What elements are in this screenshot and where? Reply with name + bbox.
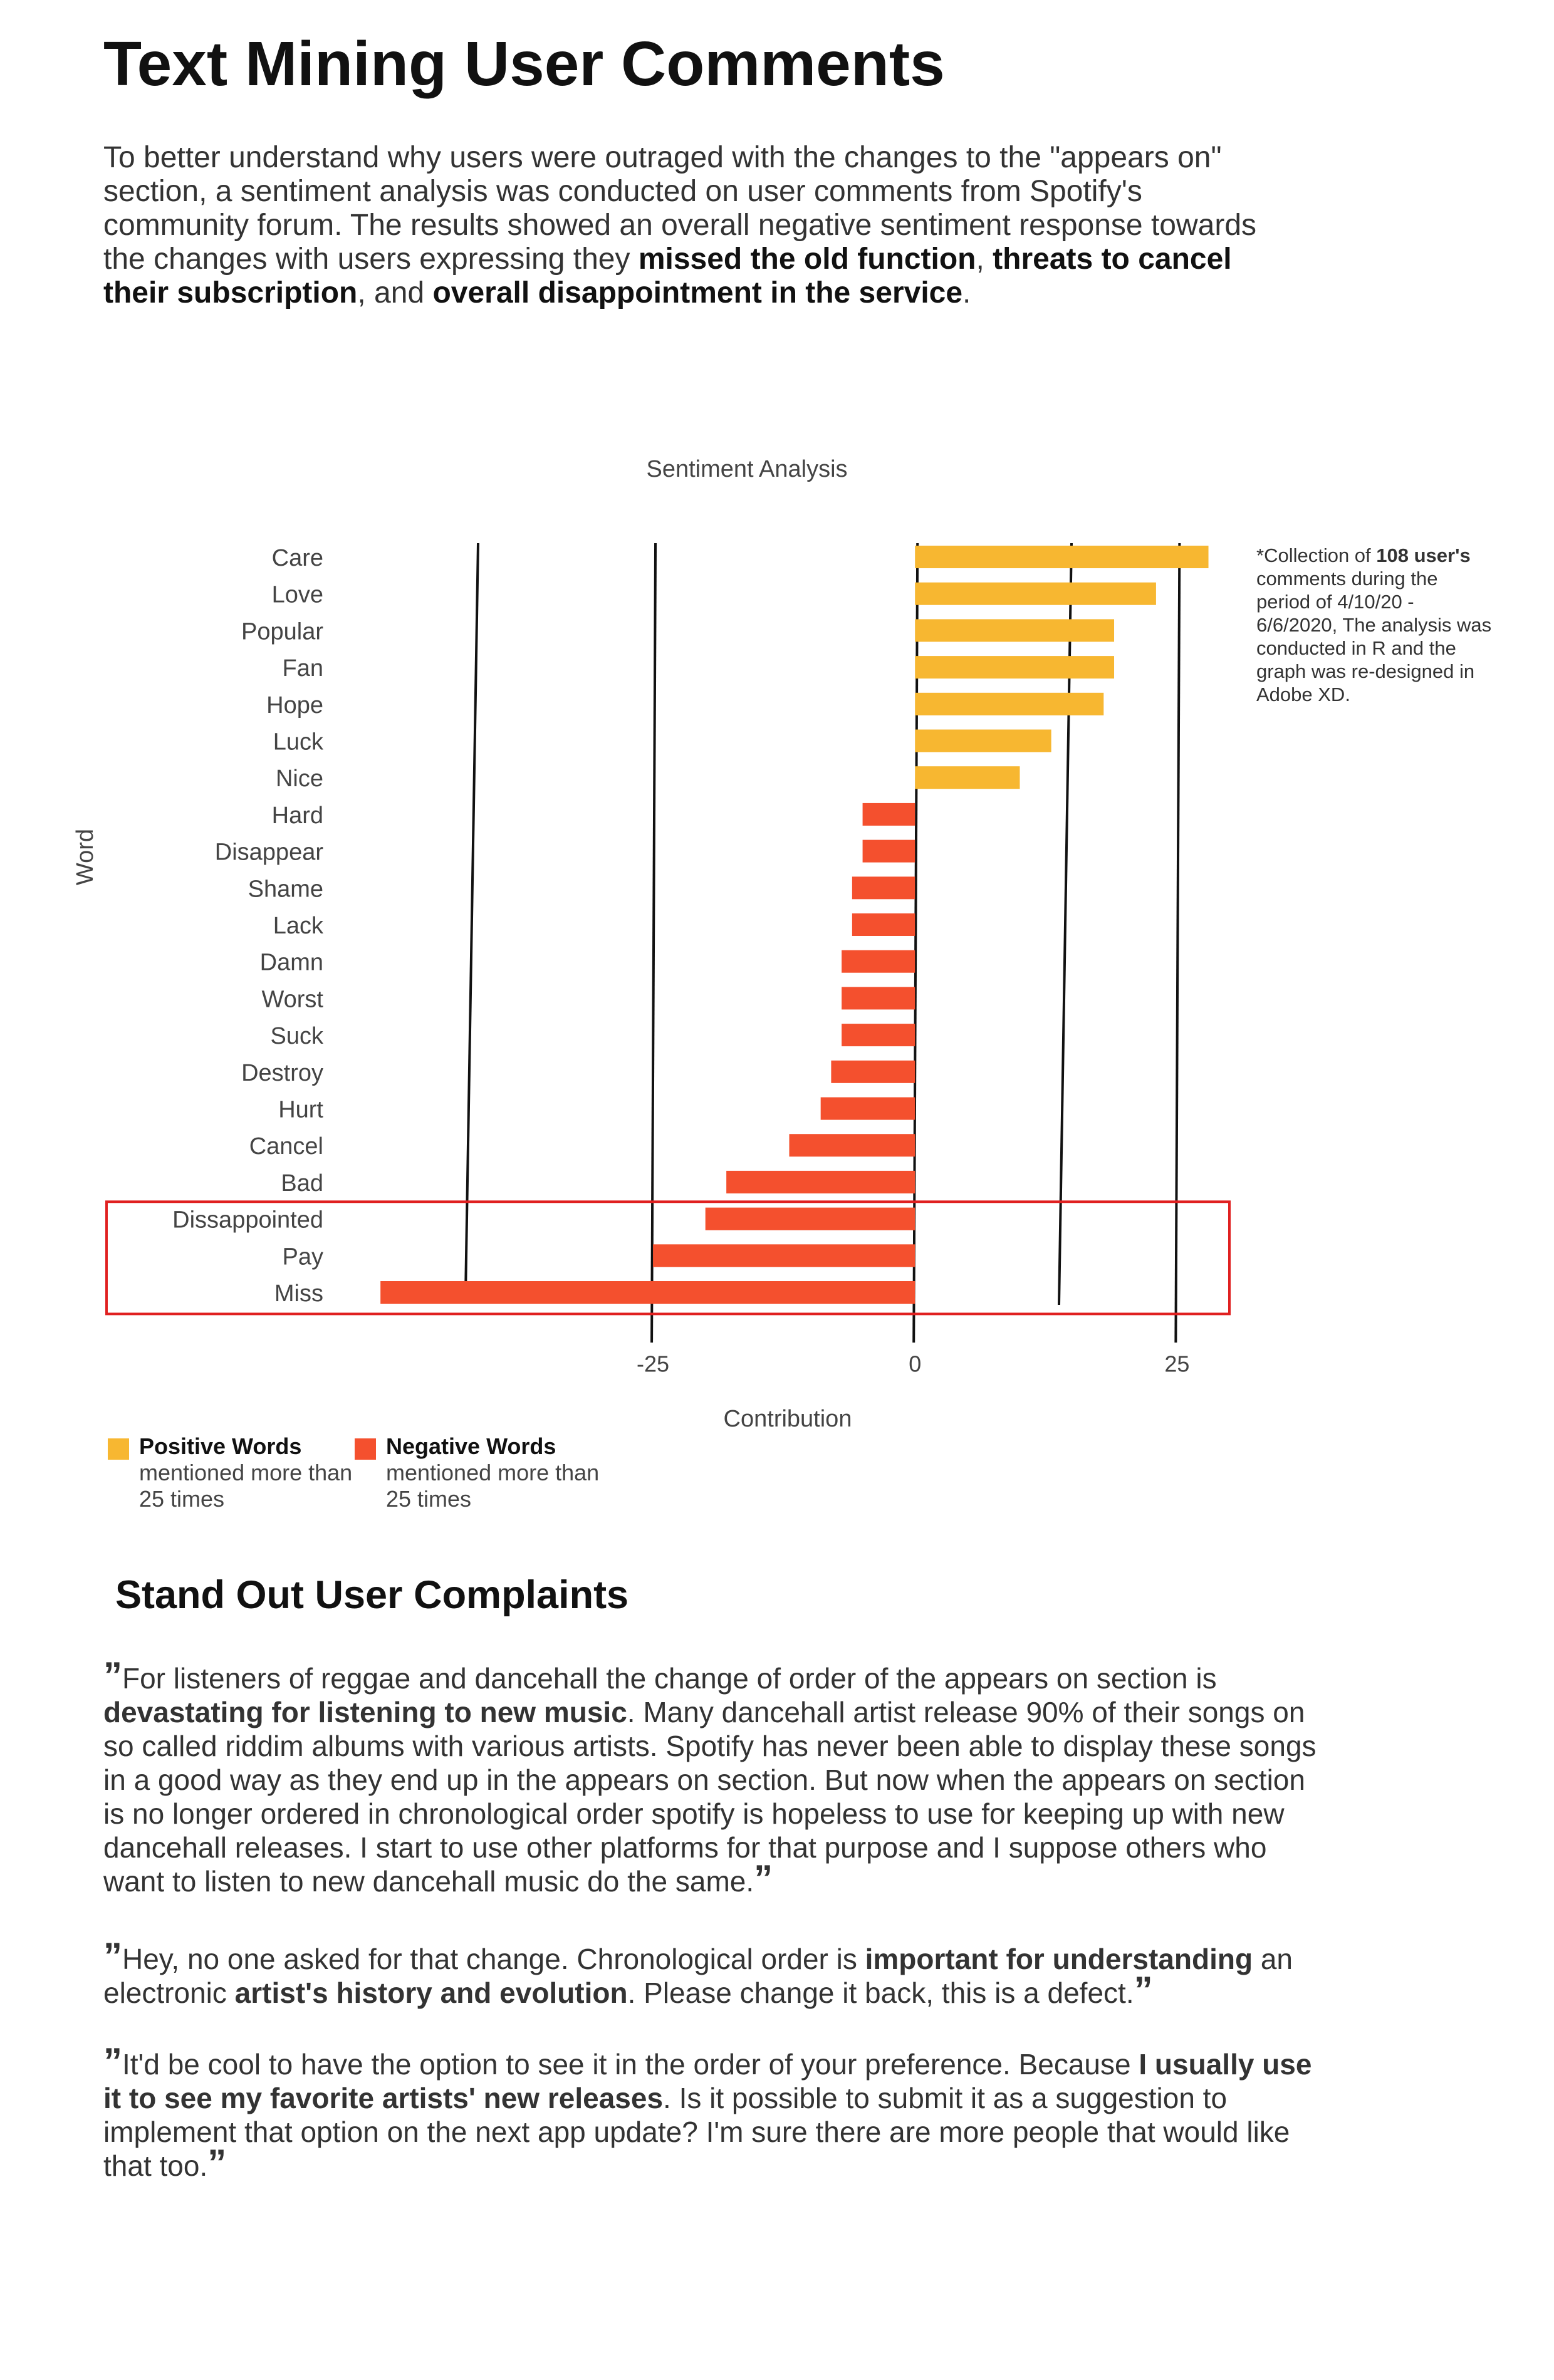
- bold-text: ”: [207, 2142, 227, 2184]
- quote: ”Hey, no one asked for that change. Chro…: [103, 1938, 1319, 2011]
- y-tick-label: Destroy: [241, 1060, 323, 1086]
- y-tick-label: Damn: [260, 950, 323, 976]
- bold-text: threats to cancel their subscription: [103, 242, 1232, 309]
- y-tick-label: Nice: [276, 766, 323, 792]
- y-tick-label: Care: [272, 545, 323, 571]
- quotes: ”For listeners of reggae and dancehall t…: [103, 1657, 1319, 2184]
- text: It'd be cool to have the option to see i…: [122, 2048, 1139, 2081]
- bold-text: important for understanding: [865, 1943, 1253, 1975]
- text: comments during the period of 4/10/20 - …: [1256, 568, 1492, 705]
- text: To better understand why users were outr…: [103, 141, 1257, 276]
- text: ,: [976, 242, 993, 276]
- bar: [842, 950, 915, 973]
- y-tick-label: Pay: [283, 1244, 323, 1270]
- legend-label: Negative Words: [386, 1433, 556, 1459]
- y-tick-label: Suck: [271, 1023, 324, 1049]
- bold-text: devastating for listening to new music: [103, 1696, 627, 1728]
- y-tick-label: Hurt: [278, 1097, 323, 1123]
- x-tick-label: -25: [637, 1351, 669, 1377]
- bar: [653, 1244, 915, 1267]
- y-tick-label: Hope: [266, 692, 323, 719]
- x-tick-label: 0: [909, 1351, 921, 1377]
- chart-title: Sentiment Analysis: [646, 456, 847, 482]
- y-tick-label: Worst: [261, 986, 323, 1012]
- y-tick-label: Bad: [281, 1170, 323, 1197]
- intro-paragraph: To better understand why users were outr…: [103, 141, 1281, 310]
- bold-text: ”: [103, 2040, 122, 2082]
- section-heading: Stand Out User Complaints: [115, 1573, 629, 1617]
- y-tick-label: Cancel: [249, 1133, 323, 1160]
- bar: [852, 876, 915, 900]
- highlight-box: [105, 1200, 1231, 1316]
- bar: [915, 582, 1156, 605]
- text: an electronic: [103, 1943, 1293, 2009]
- y-tick-label: Hard: [272, 803, 323, 829]
- y-tick-label: Popular: [241, 618, 323, 645]
- text: . Is it possible to submit it as a sugge…: [103, 2082, 1290, 2182]
- y-axis-title: Word: [72, 829, 98, 885]
- bar: [915, 619, 1115, 642]
- text: Hey, no one asked for that change. Chron…: [122, 1943, 865, 1975]
- text: .: [962, 276, 971, 309]
- quote: ”For listeners of reggae and dancehall t…: [103, 1657, 1319, 1899]
- bar: [915, 656, 1115, 679]
- bold-text: I usually use it to see my favorite arti…: [103, 2048, 1312, 2114]
- chart-note: *Collection of 108 user's comments durin…: [1256, 544, 1494, 706]
- legend-note: mentioned more than 25 times: [139, 1460, 353, 1512]
- bar: [842, 1024, 915, 1047]
- bar: [915, 766, 1020, 789]
- page-title: Text Mining User Comments: [103, 29, 945, 99]
- bar: [862, 839, 915, 863]
- bar: [915, 729, 1051, 752]
- x-tick-label: 25: [1164, 1351, 1189, 1377]
- text: , and: [357, 276, 433, 309]
- bold-text: overall disappointment in the service: [432, 276, 963, 309]
- bar: [915, 546, 1209, 568]
- y-tick-label: Shame: [248, 876, 323, 902]
- legend-note: mentioned more than 25 times: [386, 1460, 600, 1512]
- bold-text: missed the old function: [638, 242, 976, 276]
- bold-text: ”: [1134, 1969, 1153, 2011]
- x-axis-title: Contribution: [724, 1406, 852, 1432]
- bold-text: ”: [754, 1858, 773, 1899]
- y-tick-label: Miss: [274, 1281, 323, 1307]
- y-tick-label: Love: [272, 582, 323, 608]
- text: . Please change it back, this is a defec…: [627, 1977, 1134, 2009]
- bold-text: ”: [103, 1655, 122, 1697]
- bar: [820, 1097, 915, 1120]
- y-tick-label: Dissappointed: [172, 1207, 323, 1234]
- bold-text: 108 user's: [1376, 544, 1471, 566]
- bar: [380, 1281, 915, 1304]
- y-tick-label: Lack: [273, 913, 324, 939]
- text: *Collection of: [1256, 544, 1377, 566]
- legend-label: Positive Words: [139, 1433, 302, 1459]
- legend-swatch: [355, 1438, 376, 1460]
- y-tick-label: Fan: [283, 655, 323, 682]
- bar: [842, 987, 915, 1010]
- decorative-line: [464, 543, 479, 1294]
- y-tick-label: Luck: [273, 729, 324, 756]
- legend-swatch: [108, 1438, 129, 1460]
- grid-line: [1174, 543, 1181, 1343]
- text: . Many dancehall artist release 90% of t…: [103, 1696, 1317, 1898]
- bar: [862, 803, 915, 826]
- bar: [705, 1207, 915, 1230]
- bar: [915, 692, 1104, 715]
- chart: Sentiment Analysis Contribution Word -25 0 25…: [72, 456, 1231, 1432]
- bar: [726, 1170, 915, 1193]
- grid-line: [650, 543, 657, 1343]
- bar: [789, 1134, 915, 1157]
- bold-text: ”: [103, 1935, 122, 1977]
- bold-text: artist's history and evolution: [234, 1977, 628, 2009]
- bar: [831, 1060, 915, 1083]
- text: For listeners of reggae and dancehall th…: [122, 1662, 1217, 1695]
- y-tick-label: Disappear: [215, 839, 324, 866]
- bar: [852, 913, 915, 936]
- quote: ”It'd be cool to have the option to see …: [103, 2043, 1319, 2184]
